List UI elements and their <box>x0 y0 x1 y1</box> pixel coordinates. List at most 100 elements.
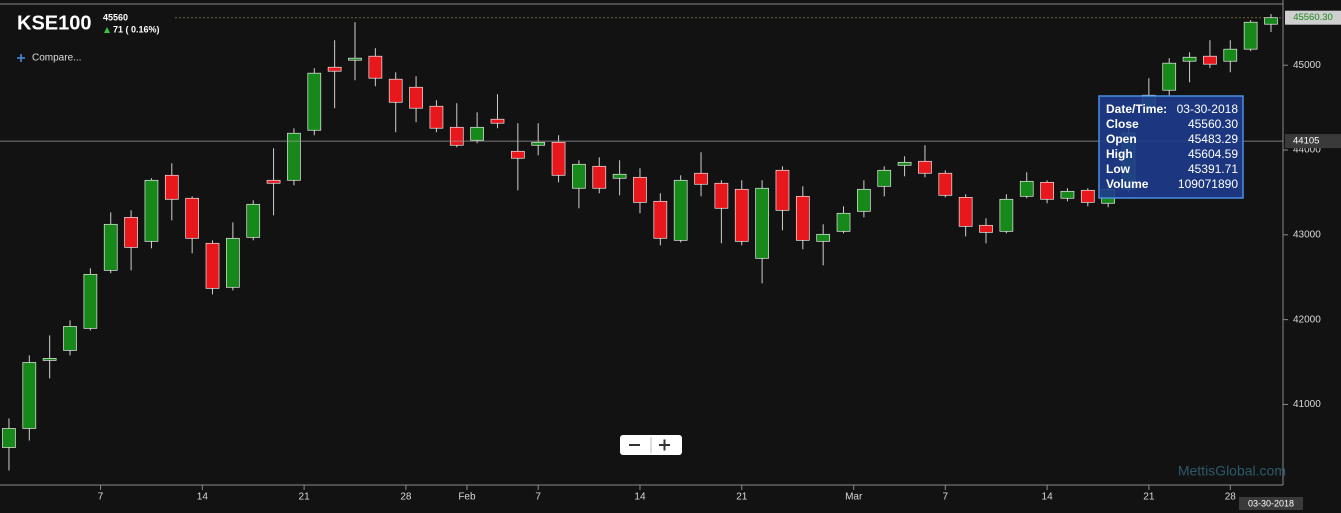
x-tick-label: 7 <box>535 492 541 503</box>
tooltip-value: 109071890 <box>1178 177 1238 191</box>
tooltip-label: Volume <box>1106 177 1149 191</box>
candle-body <box>1223 48 1238 62</box>
plus-icon[interactable] <box>17 54 25 62</box>
candle-body <box>510 150 525 159</box>
candle-body <box>307 72 322 131</box>
x-tick-label: 21 <box>299 492 311 503</box>
candle-body <box>694 172 708 185</box>
candle-body <box>572 163 586 189</box>
candle-body <box>1019 180 1034 197</box>
zoom-controls <box>620 435 682 455</box>
x-tick-label: 28 <box>1225 492 1237 503</box>
candle-body <box>612 173 627 179</box>
x-tick-label: 14 <box>1042 492 1054 503</box>
tooltip-value: 45391.71 <box>1188 162 1238 176</box>
candle-body <box>1162 62 1177 91</box>
candle-body <box>592 165 607 189</box>
candle-body <box>287 132 301 181</box>
candle-body <box>1182 56 1197 62</box>
zoom-in[interactable] <box>659 439 670 451</box>
x-tick-label: Mar <box>845 492 863 503</box>
candle-body <box>22 362 37 429</box>
candle-body <box>795 195 810 241</box>
candle-body <box>185 197 200 239</box>
candle-body <box>755 187 769 259</box>
candle-body <box>327 66 342 72</box>
compare[interactable]: Compare... <box>32 53 81 64</box>
tooltip-label: High <box>1106 147 1133 161</box>
candle-body <box>653 200 668 239</box>
tooltip-label: Low <box>1106 162 1131 176</box>
crosshair-label: 44105 <box>1293 136 1319 147</box>
candle-body <box>734 188 749 242</box>
symbol: KSE100 <box>17 12 92 34</box>
x-tick-label: 7 <box>98 492 104 503</box>
candle-body <box>2 428 16 448</box>
candle-body <box>490 118 505 124</box>
candle-body <box>1243 21 1258 50</box>
tooltip-value: 45560.30 <box>1188 117 1238 131</box>
candle-body <box>205 242 220 289</box>
tooltip-label: Close <box>1106 117 1139 131</box>
y-tick-label: 42000 <box>1293 314 1321 325</box>
candle-body <box>164 174 179 200</box>
candle-body <box>999 198 1014 232</box>
candle-body <box>103 223 118 271</box>
candle-body <box>897 161 912 166</box>
x-tick-label: 7 <box>943 492 949 503</box>
candle-body <box>775 169 790 211</box>
x-tick-label: 28 <box>400 492 412 503</box>
candle-body <box>531 141 546 146</box>
candle-body <box>918 160 932 174</box>
candle-body <box>1203 55 1217 65</box>
cursor-date: 03-30-2018 <box>1248 498 1294 508</box>
candle-body <box>836 212 851 232</box>
candle-body <box>246 203 261 238</box>
candle-body <box>1040 181 1054 200</box>
candle-body <box>42 358 57 361</box>
tooltip-value: 03-30-2018 <box>1177 102 1239 116</box>
candle-body <box>938 172 953 196</box>
x-tick-label: Feb <box>458 492 476 503</box>
last-price-box <box>1285 10 1341 25</box>
candle-body <box>449 126 464 146</box>
candle-body <box>348 57 362 61</box>
candle-body <box>63 326 77 351</box>
candle-body <box>877 169 892 187</box>
x-tick-label: 21 <box>1143 492 1155 503</box>
y-tick-label: 44000 <box>1293 145 1321 156</box>
x-tick-label: 14 <box>197 492 209 503</box>
cursor-date-box <box>1238 497 1303 510</box>
tooltip <box>1098 95 1244 199</box>
candle-body <box>409 86 423 109</box>
candle-body <box>633 176 647 203</box>
last-price-label: 45560.30 <box>1293 12 1333 23</box>
up-arrow <box>104 27 110 33</box>
tooltip-label: Date/Time: <box>1106 102 1167 116</box>
candle-body <box>551 141 566 176</box>
candle-body <box>429 105 444 129</box>
x-tick-label: 14 <box>634 492 646 503</box>
candle-body <box>816 233 831 242</box>
candle-body <box>83 273 98 329</box>
candle-body <box>388 78 403 103</box>
y-tick-label: 41000 <box>1293 399 1321 410</box>
x-tick-label: 21 <box>736 492 748 503</box>
tooltip-label: Open <box>1106 132 1137 146</box>
candle-body <box>1060 190 1075 199</box>
candle-body <box>1080 189 1095 203</box>
candle-body <box>979 224 993 233</box>
tooltip-value: 45604.59 <box>1188 147 1238 161</box>
crosshair-box <box>1285 134 1341 149</box>
y-tick-label: 45000 <box>1293 60 1321 71</box>
candle-body <box>1264 17 1278 25</box>
watermark: MettisGlobal.com <box>1178 463 1286 479</box>
candle-body <box>266 179 281 184</box>
change: 71 ( 0.16%) <box>113 24 160 34</box>
candle-body <box>470 126 484 141</box>
tooltip-value: 45483.29 <box>1188 132 1238 146</box>
candle-body <box>144 179 159 242</box>
candle-body <box>958 196 973 227</box>
